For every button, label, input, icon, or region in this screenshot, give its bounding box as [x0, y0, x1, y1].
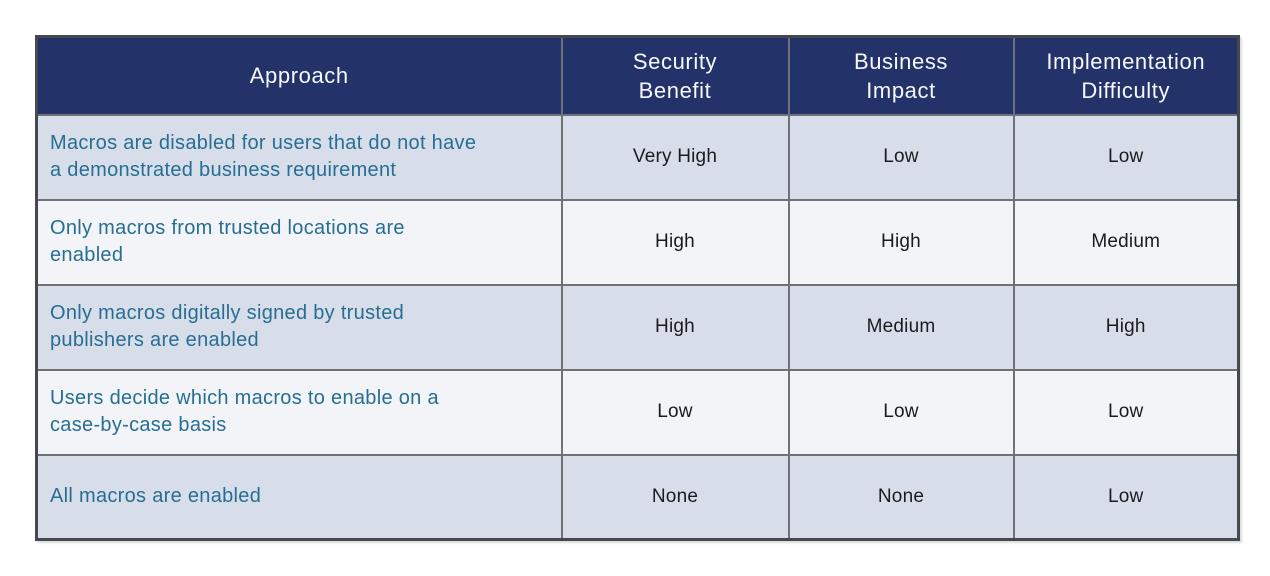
- implementation-difficulty-cell: Low: [1012, 113, 1240, 201]
- table-row: Only macros from trusted locations are e…: [35, 198, 1240, 286]
- implementation-difficulty-cell: Medium: [1012, 198, 1240, 286]
- macro-approaches-table: Approach Security Benefit Business Impac…: [35, 35, 1240, 541]
- approach-cell: Only macros from trusted locations are e…: [35, 198, 563, 286]
- business-impact-cell: Low: [787, 113, 1015, 201]
- column-header-security-benefit: Security Benefit: [560, 35, 790, 116]
- table-row: Macros are disabled for users that do no…: [35, 113, 1240, 201]
- approach-cell: Only macros digitally signed by trusted …: [35, 283, 563, 371]
- implementation-difficulty-cell: Low: [1012, 368, 1240, 456]
- security-benefit-cell: None: [560, 453, 790, 541]
- approach-cell: Macros are disabled for users that do no…: [35, 113, 563, 201]
- implementation-difficulty-cell: Low: [1012, 453, 1240, 541]
- approach-cell: All macros are enabled: [35, 453, 563, 541]
- security-benefit-cell: High: [560, 283, 790, 371]
- column-header-approach: Approach: [35, 35, 563, 116]
- header-row: Approach Security Benefit Business Impac…: [35, 35, 1240, 116]
- implementation-difficulty-cell: High: [1012, 283, 1240, 371]
- security-benefit-cell: High: [560, 198, 790, 286]
- approach-cell: Users decide which macros to enable on a…: [35, 368, 563, 456]
- column-header-implementation-difficulty: Implementation Difficulty: [1012, 35, 1240, 116]
- business-impact-cell: Low: [787, 368, 1015, 456]
- column-header-business-impact: Business Impact: [787, 35, 1015, 116]
- business-impact-cell: None: [787, 453, 1015, 541]
- business-impact-cell: High: [787, 198, 1015, 286]
- table-row: All macros are enabled None None Low: [35, 453, 1240, 541]
- security-benefit-cell: Very High: [560, 113, 790, 201]
- security-benefit-cell: Low: [560, 368, 790, 456]
- table-row: Users decide which macros to enable on a…: [35, 368, 1240, 456]
- business-impact-cell: Medium: [787, 283, 1015, 371]
- table-row: Only macros digitally signed by trusted …: [35, 283, 1240, 371]
